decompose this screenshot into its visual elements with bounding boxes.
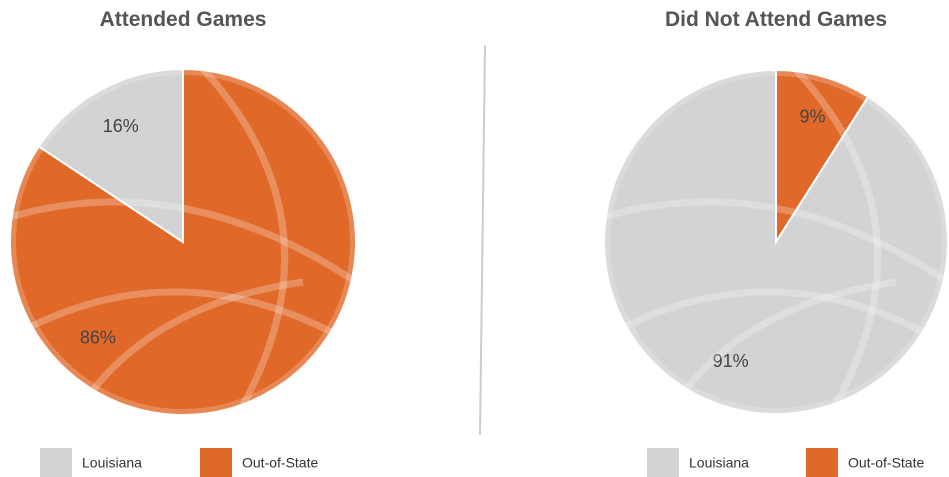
value-label: 86% <box>80 328 116 348</box>
chart-title: Attended Games <box>100 8 267 31</box>
value-label: 16% <box>103 116 139 136</box>
legend-swatch <box>40 448 72 477</box>
legend-label: Out-of-State <box>242 455 318 471</box>
legend-swatch <box>200 448 232 477</box>
legend-label: Out-of-State <box>848 455 924 471</box>
legend-label: Louisiana <box>689 455 749 471</box>
legend-swatch <box>806 448 838 477</box>
chart-title: Did Not Attend Games <box>665 8 887 31</box>
legend-swatch <box>647 448 679 477</box>
page: Attended Games 86% 16% Louisiana Out-of-Stat… <box>0 0 949 477</box>
legend-label: Louisiana <box>82 455 142 471</box>
divider <box>480 45 485 435</box>
value-label: 9% <box>799 106 825 126</box>
